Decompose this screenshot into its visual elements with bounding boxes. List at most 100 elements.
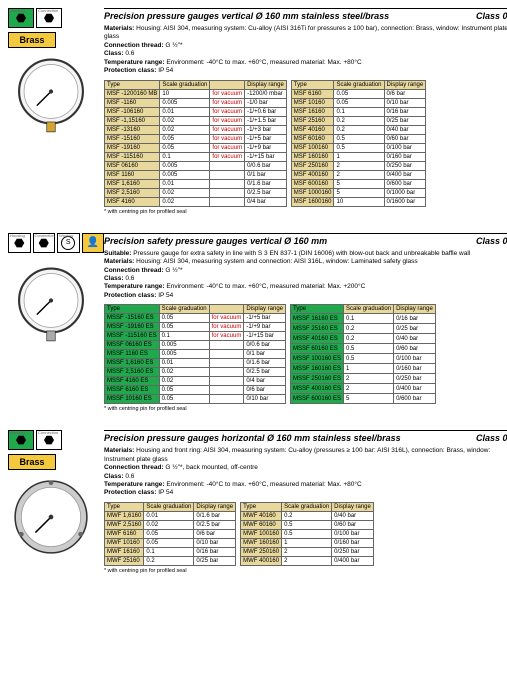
cell-vacuum: for vacuum — [210, 98, 245, 107]
table-row: MSF 60016050/600 bar — [291, 179, 425, 188]
cell-range: -1/+15 bar — [244, 332, 286, 341]
table-row: MSF -151600.05for vacuum-1/+5 bar — [105, 134, 287, 143]
th-scale: Scale graduation — [160, 80, 210, 89]
cell-type: MSF -1,15160 — [105, 116, 160, 125]
cell-type: MWF 1,6160 — [105, 511, 144, 520]
table-row: MSSF 160160 ES10/160 bar — [291, 364, 436, 374]
cell-scale: 1 — [334, 152, 384, 161]
th-range: Display range — [332, 502, 374, 511]
right-col-3: Precision pressure gauges horizontal Ø 1… — [104, 430, 507, 574]
cell-scale: 5 — [344, 394, 394, 404]
spec-temp-3: Environment: -40°C to max. +60°C, measur… — [166, 481, 361, 488]
table-row: MSSF 60160 ES0.50/60 bar — [291, 344, 436, 354]
cell-vacuum: for vacuum — [210, 125, 245, 134]
table-row: MSSF 2,5160 ES0.020/2.5 bar — [105, 368, 286, 377]
th-range: Display range — [194, 502, 236, 511]
cell-type: MSF 1,6160 — [105, 179, 160, 188]
cell-type: MSF 160160 — [291, 152, 334, 161]
cell-range: 0/6 bar — [384, 89, 426, 98]
cell-scale: 0.02 — [159, 377, 209, 386]
cell-type: MSSF 6160 ES — [105, 386, 160, 395]
cell-range: 0/0.6 bar — [245, 161, 287, 170]
cell-range: 0/1000 bar — [384, 188, 426, 197]
badge-housing: Housing⬣ — [8, 233, 31, 253]
badge-window-label: Window — [59, 233, 73, 238]
cell-vacuum: for vacuum — [210, 89, 245, 98]
cell-vacuum — [209, 395, 244, 404]
cell-vacuum — [210, 188, 245, 197]
cell-scale: 0.005 — [160, 170, 210, 179]
cell-range: 0/1600 bar — [384, 197, 426, 206]
cell-scale: 0.02 — [159, 368, 209, 377]
cell-vacuum: for vacuum — [209, 314, 244, 323]
cell-range: 0/60 bar — [394, 344, 436, 354]
table-row: MSF 401600.20/40 bar — [291, 125, 425, 134]
cell-scale: 0.1 — [160, 152, 210, 161]
cell-vacuum — [209, 386, 244, 395]
table-row: MWF 101600.050/10 bar — [105, 538, 236, 547]
warning-icon: 👤 — [87, 237, 99, 248]
table-row: MSSF 600160 ES50/600 bar — [291, 394, 436, 404]
table-row: MSSF -15160 ES0.05for vacuum-1/+5 bar — [105, 314, 286, 323]
th-range: Display range — [394, 305, 436, 314]
left-col-1: Housing ⬣ Connection ⬣ Brass — [8, 8, 104, 136]
table-row: MSF 11600.0050/1 bar — [105, 170, 287, 179]
table-row: MSF 101600.050/10 bar — [291, 98, 425, 107]
cell-scale: 0.01 — [144, 511, 194, 520]
table-row: MWF 2,51600.020/2.5 bar — [105, 520, 236, 529]
gauge-safety-icon — [12, 265, 90, 343]
th-range: Display range — [244, 305, 286, 314]
cell-type: MWF 250160 — [241, 547, 282, 556]
spec-prot-2: IP 54 — [158, 292, 173, 299]
table-row: MSF -1061600.01for vacuum-1/+0.6 bar — [105, 107, 287, 116]
table-row: MWF 40016020/400 bar — [241, 556, 374, 565]
nut-icon: ⬣ — [44, 433, 54, 447]
table-row: MSF 41600.020/4 bar — [105, 197, 287, 206]
cell-scale: 0.5 — [334, 143, 384, 152]
table-row: MSF -1200160 MB10for vacuum-1200/0 mbar — [105, 89, 287, 98]
cell-range: 0/16 bar — [384, 107, 426, 116]
cell-range: 0/0.6 bar — [244, 341, 286, 350]
cell-type: MSSF 160160 ES — [291, 364, 344, 374]
cell-type: MSSF 16160 ES — [291, 314, 344, 324]
cell-vacuum — [210, 197, 245, 206]
section-2: Housing⬣ Connection⬣ WindowS 👤 Precision… — [8, 233, 507, 413]
cell-range: 0/6 bar — [244, 386, 286, 395]
cell-scale: 0.01 — [159, 359, 209, 368]
cell-type: MSF 4160 — [105, 197, 160, 206]
class-3: Class 0.6 — [476, 433, 507, 443]
table-row: MWF 16016010/160 bar — [241, 538, 374, 547]
table-row: MSSF 250160 ES20/250 bar — [291, 374, 436, 384]
cell-vacuum: for vacuum — [210, 107, 245, 116]
cell-scale: 2 — [282, 556, 332, 565]
cell-type: MSF 2,5160 — [105, 188, 160, 197]
cell-scale: 2 — [282, 547, 332, 556]
cell-scale: 1 — [344, 364, 394, 374]
cell-range: 0/16 bar — [194, 547, 236, 556]
cell-type: MSSF 40160 ES — [291, 334, 344, 344]
cell-type: MWF 10160 — [105, 538, 144, 547]
cell-type: MSSF 1,6160 ES — [105, 359, 160, 368]
cell-range: 0/250 bar — [384, 161, 426, 170]
cell-scale: 1 — [282, 538, 332, 547]
cell-range: 0/600 bar — [394, 394, 436, 404]
cell-range: 0/40 bar — [394, 334, 436, 344]
badge-connection-label: Connection — [38, 8, 58, 13]
cell-scale: 0.5 — [344, 354, 394, 364]
badge-connection: Connection⬣ — [33, 233, 56, 253]
left-col-3: Housing⬣ Connection⬣ Brass — [8, 430, 104, 558]
table-2-right: Type Scale graduation Display range MSSF… — [290, 304, 436, 404]
table-row: MSSF 25160 ES0.20/25 bar — [291, 324, 436, 334]
footnote-1: * with centring pin for profiled seal — [104, 209, 507, 215]
cell-type: MSSF 250160 ES — [291, 374, 344, 384]
cell-type: MSF 25160 — [291, 116, 334, 125]
table-row: MSF 1600160100/1600 bar — [291, 197, 425, 206]
th-vac — [209, 305, 244, 314]
cell-range: -1/+9 bar — [245, 143, 287, 152]
th-vac — [210, 80, 245, 89]
table-row: MSSF 10160 ES0.050/10 bar — [105, 395, 286, 404]
table-1-left: Type Scale graduation Display range MSF … — [104, 80, 287, 207]
cell-range: 0/1 bar — [245, 170, 287, 179]
cell-type: MSSF -115160 ES — [105, 332, 160, 341]
cell-range: 0/1.6 bar — [245, 179, 287, 188]
